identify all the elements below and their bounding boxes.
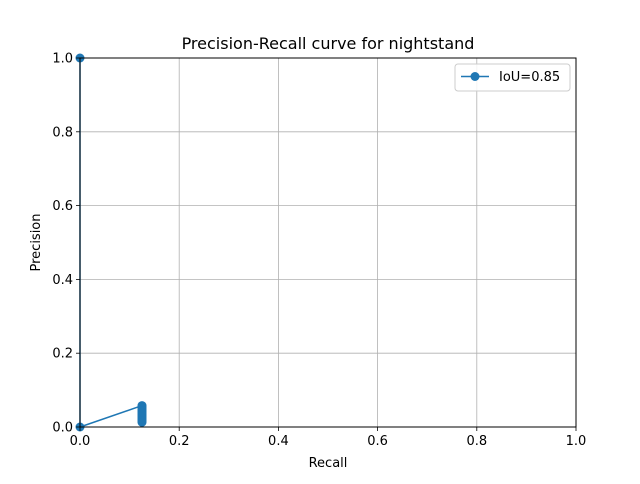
axis-ticks: 0.0 0.2 0.4 0.6 0.8 1.0 0.0 0.2 0.4 0.6 0.8 1.0 [52,52,586,450]
x-tick-label: 1.0 [566,434,587,449]
legend-label: IoU=0.85 [499,70,560,85]
legend: IoU=0.85 [454,63,571,92]
series-group [75,53,147,432]
legend-box [454,63,571,92]
grid-lines [79,57,577,428]
x-tick-label: 0.4 [268,434,289,449]
x-axis-label: Recall [309,456,348,471]
y-axis-label: Precision [29,213,44,271]
chart-title: Precision-Recall curve for nightstand [182,34,475,53]
series-layer [75,53,147,432]
y-tick-label: 1.0 [52,52,73,67]
y-tick-label: 0.6 [52,199,73,214]
x-tick-label: 0.2 [169,434,190,449]
plot-frame [79,57,577,428]
x-tick-label: 0.8 [466,434,487,449]
y-tick-label: 0.8 [52,125,73,140]
plot-area [80,58,576,427]
data-point [137,417,147,427]
x-tick-label: 0.0 [70,434,91,449]
y-tick-label: 0.2 [52,347,73,362]
y-tick-label: 0.4 [52,273,73,288]
x-tick-label: 0.6 [367,434,388,449]
y-tick-label: 0.0 [52,421,73,436]
legend-marker [470,72,480,81]
